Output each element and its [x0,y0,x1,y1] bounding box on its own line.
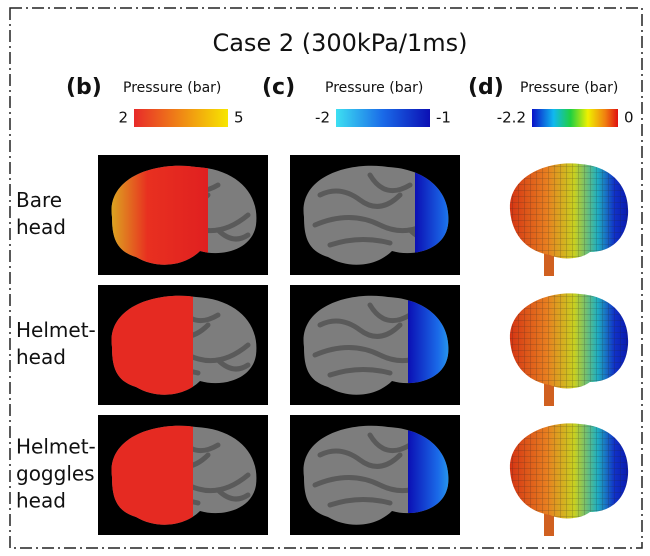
panel-label: (c) [262,75,295,100]
mesh [500,420,635,525]
brain-body [500,290,635,395]
colorbar-max: 0 [624,109,634,127]
colorbar [532,109,618,127]
row-label: head [16,215,66,239]
brain-image [98,415,268,535]
colorbar-max: 5 [234,109,244,127]
brain-image [290,415,468,535]
row-label: Helmet- [16,435,96,459]
brain-image [290,285,468,405]
row-label: goggles [16,462,95,486]
brain-image [98,155,268,275]
colorbar [134,109,228,127]
colorbar-min: -2.2 [497,109,526,127]
brain-body [500,160,635,265]
colorbar-title: Pressure (bar) [123,80,221,96]
brain-body [500,420,635,525]
row-label: head [16,489,66,513]
row-label: head [16,345,66,369]
row-label: Helmet- [16,318,96,342]
brain-3d [500,420,635,536]
row-label: Bare [16,188,62,212]
colorbar-min: -2 [315,109,330,127]
mesh [500,160,635,265]
brain-3d [500,160,635,276]
colorbar-max: -1 [436,109,451,127]
brain-3d [500,290,635,406]
panel-label: (b) [66,75,102,100]
brain-image [290,155,475,275]
colorbar-title: Pressure (bar) [520,80,618,96]
panel-label: (d) [468,75,504,100]
figure-title: Case 2 (300kPa/1ms) [212,29,467,57]
colorbar [336,109,430,127]
colorbar-min: 2 [118,109,128,127]
brain-image [98,285,268,405]
colorbar-title: Pressure (bar) [325,80,423,96]
figure: Case 2 (300kPa/1ms) (b) Pressure (bar) 2… [0,0,650,556]
mesh [500,290,635,395]
